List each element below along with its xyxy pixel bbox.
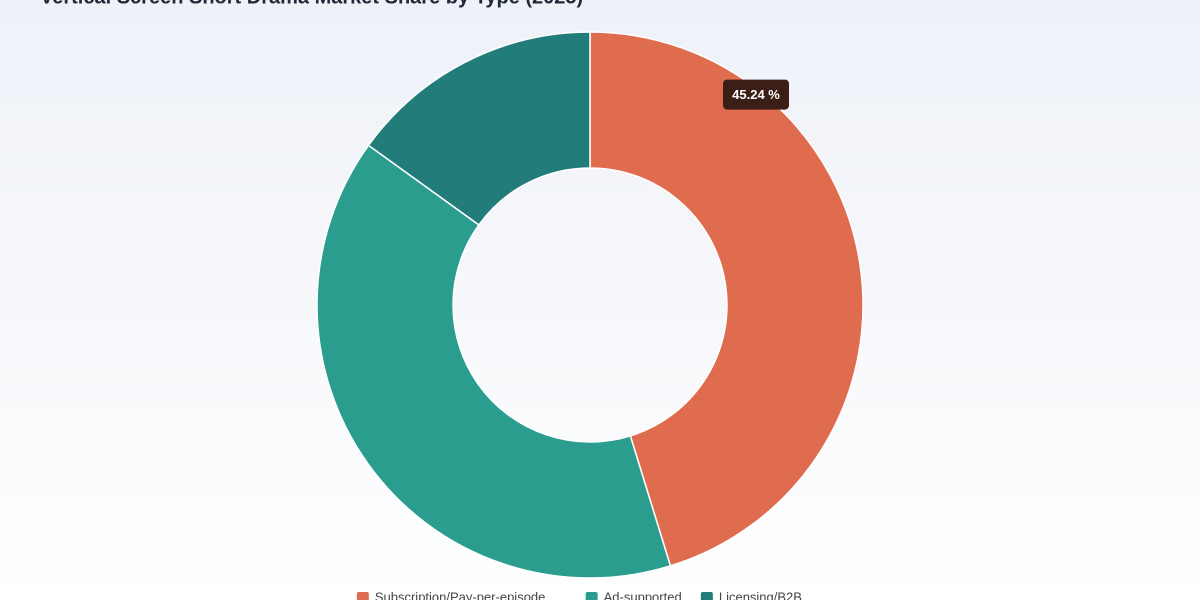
legend-swatch bbox=[585, 592, 598, 600]
donut-slice bbox=[367, 31, 591, 226]
donut-slice bbox=[316, 144, 672, 579]
value-label-box bbox=[723, 79, 790, 110]
legend-label: Subscription/Pay-per-episode bbox=[375, 589, 546, 600]
legend-label: Ad-supported bbox=[604, 589, 682, 600]
legend-label: Licensing/B2B bbox=[719, 589, 802, 600]
value-label: 45.24 % bbox=[732, 87, 780, 102]
chart-title: Vertical Screen Short Drama Market Share… bbox=[40, 0, 583, 8]
donut-slice bbox=[589, 31, 864, 567]
legend-swatch bbox=[700, 592, 713, 600]
legend-swatch bbox=[356, 592, 369, 600]
